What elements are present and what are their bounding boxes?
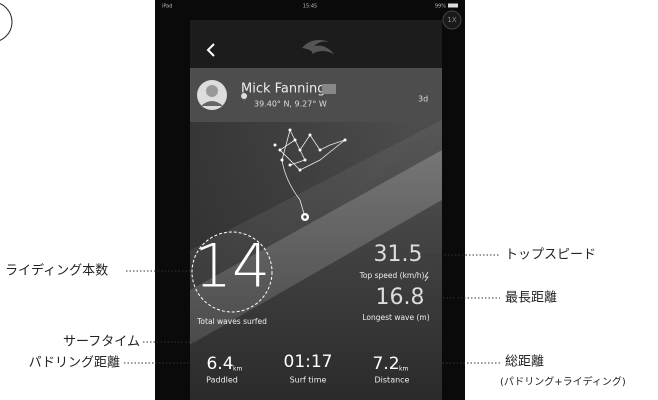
surf-time-value: 01:17 — [284, 352, 333, 372]
paddled-label: Paddled — [206, 376, 238, 385]
top-speed-label: Top speed (km/h) — [359, 271, 425, 280]
step-circle — [0, 3, 13, 41]
status-battery: 99% — [435, 4, 446, 10]
profile-name: Mick Fanning — [241, 82, 325, 97]
status-device: iPad — [162, 4, 172, 10]
profile-age: 3d — [418, 95, 428, 104]
top-speed-value: 31.5 — [374, 242, 423, 267]
annotation-surf-time: サーフタイム — [63, 335, 140, 350]
paddled-value: 6.4 — [206, 354, 233, 374]
back-button[interactable] — [206, 43, 215, 57]
surf-time-label: Surf time — [290, 376, 327, 385]
longest-wave-label: Longest wave (m) — [362, 313, 429, 322]
profile-location: 39.40° N, 9.27° W — [254, 100, 327, 109]
logo — [302, 40, 334, 54]
waves-circle — [191, 231, 273, 313]
pin-icon — [241, 93, 248, 108]
status-time: 15:45 — [303, 4, 317, 10]
map-shade — [190, 122, 442, 400]
leader-line — [143, 341, 283, 354]
track — [279, 128, 346, 218]
waves-label: Total waves surfed — [196, 317, 267, 326]
distance-value: 7.2 — [372, 354, 399, 374]
annotation-top-speed: トップスピード — [505, 248, 596, 263]
badge — [322, 84, 336, 94]
avatar-face — [206, 85, 218, 97]
battery-icon — [448, 3, 458, 8]
annotation-paddled: パドリング距離 — [29, 356, 120, 371]
track-end-dot — [303, 215, 307, 219]
distance-unit: km — [399, 366, 408, 373]
waves-value: 14 — [194, 232, 270, 302]
track-points — [273, 128, 347, 172]
paddled-unit: km — [233, 366, 242, 373]
profile-row — [190, 68, 442, 122]
avatar-body — [201, 101, 223, 106]
annotation-distance: 総距離 — [505, 355, 544, 370]
annotation-longest-wave: 最長距離 — [505, 291, 557, 306]
bolt-icon — [424, 271, 429, 282]
annotation-distance-note: (パドリング+ライディング) — [500, 375, 626, 388]
zoom-button[interactable] — [442, 10, 462, 30]
distance-label: Distance — [375, 376, 410, 385]
longest-wave-value: 16.8 — [376, 285, 425, 310]
zoom-label: 1X — [447, 16, 456, 24]
annotation-waves: ライディング本数 — [5, 263, 108, 279]
